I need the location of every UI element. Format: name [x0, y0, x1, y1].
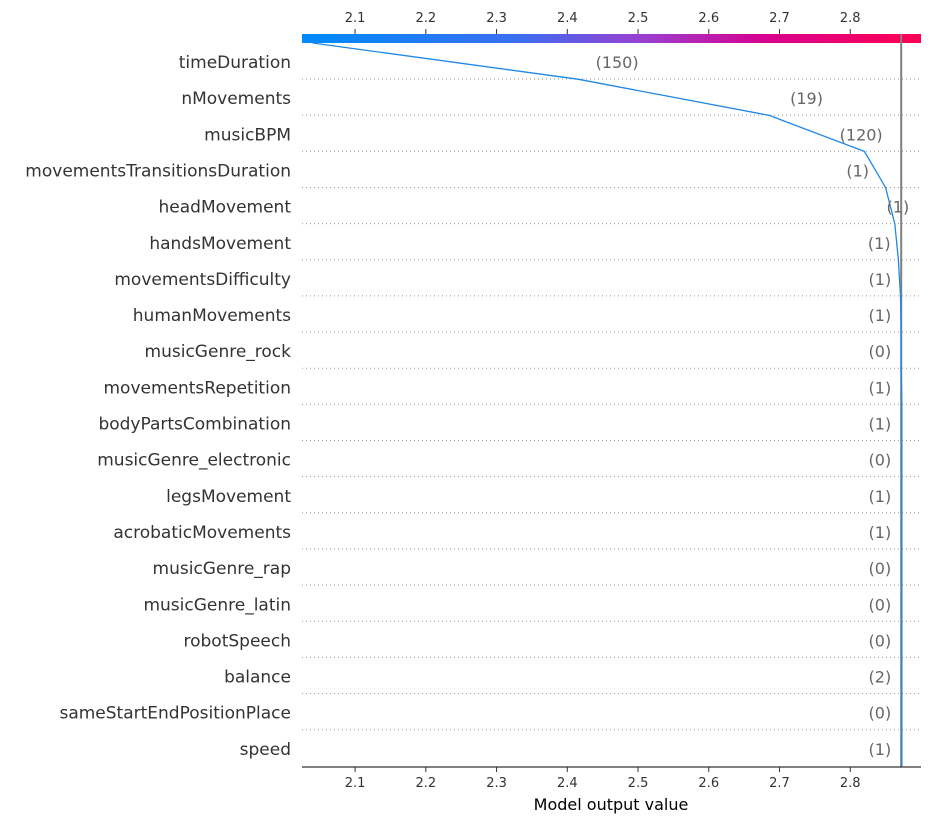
- feature-label: musicGenre_rap: [153, 559, 291, 579]
- top-tick-label: 2.5: [628, 11, 649, 26]
- feature-label: balance: [224, 668, 291, 688]
- feature-label: headMovement: [159, 198, 292, 218]
- top-tick-label: 2.1: [345, 11, 366, 26]
- feature-value: (2): [869, 668, 892, 687]
- feature-label: acrobaticMovements: [113, 523, 291, 543]
- feature-value: (1): [868, 234, 891, 253]
- feature-value: (0): [869, 559, 892, 578]
- feature-value: (1): [846, 161, 869, 180]
- bottom-tick-label: 2.1: [345, 776, 366, 791]
- feature-value: (1): [869, 415, 892, 434]
- bottom-tick-label: 2.2: [415, 776, 436, 791]
- decision-path: [312, 42, 903, 766]
- feature-label: timeDuration: [179, 53, 291, 73]
- feature-value: (150): [596, 53, 639, 72]
- feature-label: robotSpeech: [184, 631, 292, 651]
- top-axis: 2.1 2.2 2.3 2.4 2.5 2.6 2.7 2.8: [345, 11, 861, 34]
- colorbar: [302, 34, 921, 43]
- feature-label: nMovements: [181, 89, 291, 109]
- feature-value: (0): [869, 595, 892, 614]
- bottom-tick-label: 2.3: [486, 776, 507, 791]
- feature-label: handsMovement: [149, 234, 291, 254]
- bottom-tick-label: 2.4: [557, 776, 578, 791]
- feature-value: (1): [869, 270, 892, 289]
- feature-label: movementsDifficulty: [114, 270, 291, 290]
- bottom-axis: 2.1 2.2 2.3 2.4 2.5 2.6 2.7 2.8: [345, 767, 861, 791]
- feature-label: musicGenre_rock: [145, 342, 292, 362]
- feature-value: (19): [790, 89, 823, 108]
- feature-value: (1): [869, 523, 892, 542]
- feature-value: (1): [887, 198, 910, 217]
- top-tick-label: 2.4: [557, 11, 578, 26]
- feature-labels: timeDuration nMovements musicBPM movementsT…: [25, 53, 291, 760]
- top-tick-label: 2.7: [769, 11, 790, 26]
- feature-value: (0): [869, 704, 892, 723]
- x-axis-label: Model output value: [534, 795, 689, 814]
- feature-label: movementsTransitionsDuration: [25, 161, 291, 181]
- feature-label: movementsRepetition: [103, 378, 291, 398]
- feature-label: legsMovement: [166, 487, 291, 507]
- feature-value: (1): [869, 378, 892, 397]
- bottom-tick-label: 2.7: [769, 776, 790, 791]
- top-tick-label: 2.6: [698, 11, 719, 26]
- top-tick-label: 2.3: [486, 11, 507, 26]
- feature-label: musicBPM: [204, 125, 291, 145]
- feature-value: (1): [869, 740, 892, 759]
- feature-label: musicGenre_latin: [143, 595, 291, 615]
- feature-value: (0): [869, 451, 892, 470]
- feature-value: (0): [869, 631, 892, 650]
- bottom-tick-label: 2.8: [840, 776, 861, 791]
- bottom-tick-label: 2.6: [698, 776, 719, 791]
- feature-label: sameStartEndPositionPlace: [59, 704, 291, 724]
- feature-value: (120): [840, 125, 883, 144]
- feature-value: (1): [869, 306, 892, 325]
- top-tick-label: 2.8: [840, 11, 861, 26]
- feature-label: bodyPartsCombination: [98, 415, 291, 435]
- feature-label: musicGenre_electronic: [97, 451, 291, 471]
- feature-label: humanMovements: [133, 306, 291, 326]
- feature-label: speed: [240, 740, 291, 760]
- feature-value: (1): [869, 487, 892, 506]
- gridlines: [302, 78, 921, 731]
- feature-value: (0): [869, 342, 892, 361]
- bottom-tick-label: 2.5: [628, 776, 649, 791]
- feature-values: (150) (19) (120) (1) (1) (1) (1) (1) (0) (1) (1) (0…: [596, 53, 910, 759]
- top-tick-label: 2.2: [415, 11, 436, 26]
